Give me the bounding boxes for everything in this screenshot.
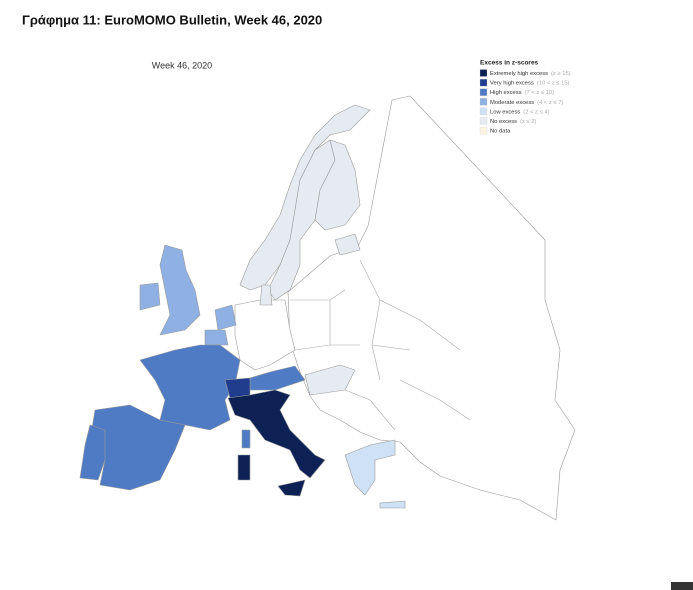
country-region: [314, 139, 361, 231]
country-region: [277, 479, 306, 497]
legend-label-text: No excess: [490, 119, 517, 125]
figure-title: Γράφημα 11: EuroMOMO Bulletin, Week 46, …: [22, 12, 322, 27]
legend-range: (7 < z ≤ 10): [525, 90, 555, 96]
legend-label: No data: [490, 128, 511, 134]
legend-label: No excess (z ≤ 2): [490, 119, 537, 125]
legend-label: Extremely high excess (z ≥ 15): [490, 71, 571, 77]
country-region: [204, 329, 229, 346]
country-region: [224, 377, 251, 399]
map: [79, 95, 576, 521]
country-region: [237, 454, 251, 481]
country-region: [241, 429, 251, 449]
country-region: [227, 389, 326, 479]
country-region: [159, 244, 201, 336]
land-base: [287, 95, 576, 521]
legend-swatch: [479, 69, 488, 77]
legend-label: Low excess (2 < z ≤ 4): [490, 109, 550, 115]
legend-range: (4 < z ≤ 7): [537, 99, 563, 105]
legend-swatch: [479, 78, 488, 87]
legend-label-text: No data: [490, 128, 511, 134]
country-region: [79, 424, 106, 481]
country-region: [259, 284, 273, 306]
legend-range: (10 < z ≤ 15): [537, 80, 570, 86]
legend-label: Very high excess (10 < z ≤ 15): [490, 80, 570, 86]
legend-swatch: [479, 107, 488, 116]
legend-range: (z ≤ 2): [520, 119, 536, 125]
legend-label-text: Extremely high excess: [490, 71, 548, 77]
country-region: [139, 282, 161, 311]
country-region: [304, 364, 356, 396]
legend-label-text: Low excess: [490, 109, 520, 115]
legend: Excess in z-scores Extremely high excess…: [479, 60, 571, 135]
legend-range: (2 < z ≤ 4): [523, 109, 549, 115]
legend-range: (z ≥ 15): [551, 71, 571, 77]
country-region: [139, 344, 241, 431]
legend-label: High excess (7 < z ≤ 10): [490, 90, 554, 96]
legend-swatch: [479, 117, 488, 125]
country-region: [344, 439, 396, 496]
legend-swatch: [479, 126, 488, 135]
country-region: [234, 299, 296, 371]
corner-widget: [671, 582, 693, 590]
legend-swatch: [479, 98, 488, 106]
legend-label: Moderate excess (4 < z ≤ 7): [490, 99, 563, 105]
country-region: [379, 500, 406, 509]
country-region: [249, 365, 306, 391]
country-border: [290, 259, 471, 431]
legend-label-text: Very high excess: [490, 80, 534, 86]
country-region: [334, 233, 361, 256]
legend-swatch: [479, 88, 488, 96]
country-region: [214, 304, 237, 331]
legend-label-text: High excess: [490, 90, 522, 96]
map-subtitle: Week 46, 2020: [152, 60, 212, 70]
legend-label-text: Moderate excess: [490, 99, 534, 105]
legend-title: Excess in z-scores: [480, 60, 539, 67]
